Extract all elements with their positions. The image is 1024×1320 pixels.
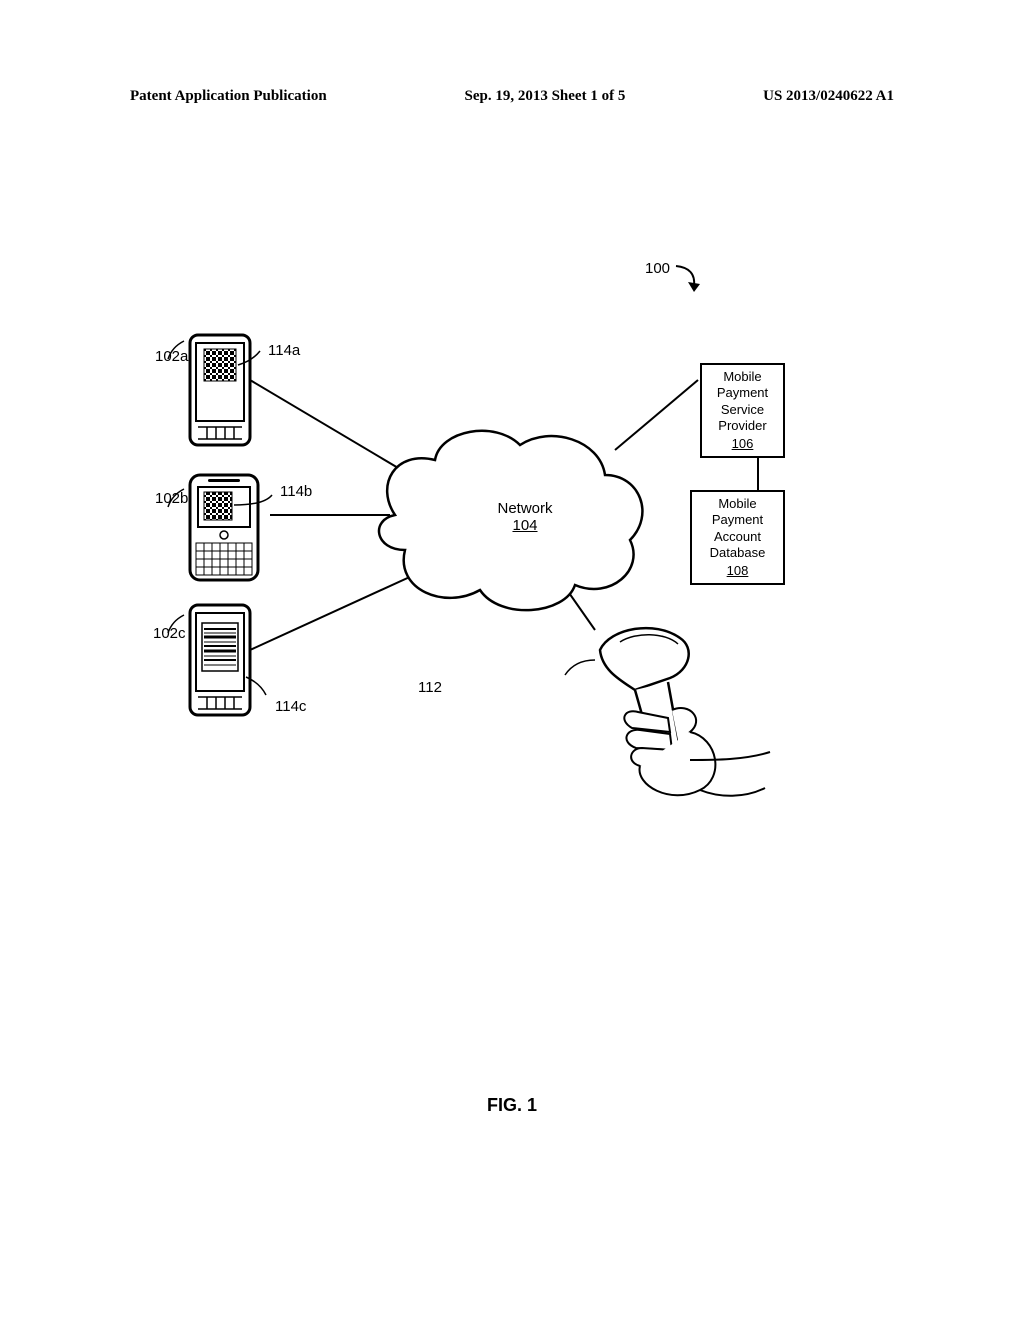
ref-102c: 102c <box>153 625 186 642</box>
database-line0: Mobile <box>718 496 756 511</box>
ref-112: 112 <box>418 679 442 696</box>
network-label-text: Network <box>497 500 552 517</box>
database-box: Mobile Payment Account Database 108 <box>690 490 785 585</box>
database-line2: Account <box>714 529 761 544</box>
header-left: Patent Application Publication <box>130 88 327 105</box>
database-ref: 108 <box>696 563 779 579</box>
provider-ref: 106 <box>706 436 779 452</box>
ref-114a: 114a <box>268 342 300 359</box>
header-right: US 2013/0240622 A1 <box>763 88 894 105</box>
provider-line0: Mobile <box>723 369 761 384</box>
provider-line3: Provider <box>718 418 766 433</box>
phone-c-icon <box>168 605 266 715</box>
provider-box: Mobile Payment Service Provider 106 <box>700 363 785 458</box>
page-header: Patent Application Publication Sep. 19, … <box>130 88 894 105</box>
scanner-hand-icon <box>565 628 770 796</box>
header-mid: Sep. 19, 2013 Sheet 1 of 5 <box>464 88 625 105</box>
ref-114c: 114c <box>275 698 306 715</box>
database-line3: Database <box>710 545 766 560</box>
ref-102a: 102a <box>155 348 188 365</box>
network-cloud-label: Network 104 <box>475 500 575 534</box>
ref-102b: 102b <box>155 490 188 507</box>
network-ref: 104 <box>475 517 575 534</box>
provider-line2: Service <box>721 402 764 417</box>
database-line1: Payment <box>712 512 763 527</box>
figure-caption: FIG. 1 <box>0 1095 1024 1116</box>
provider-line1: Payment <box>717 385 768 400</box>
ref-114b: 114b <box>280 483 312 500</box>
